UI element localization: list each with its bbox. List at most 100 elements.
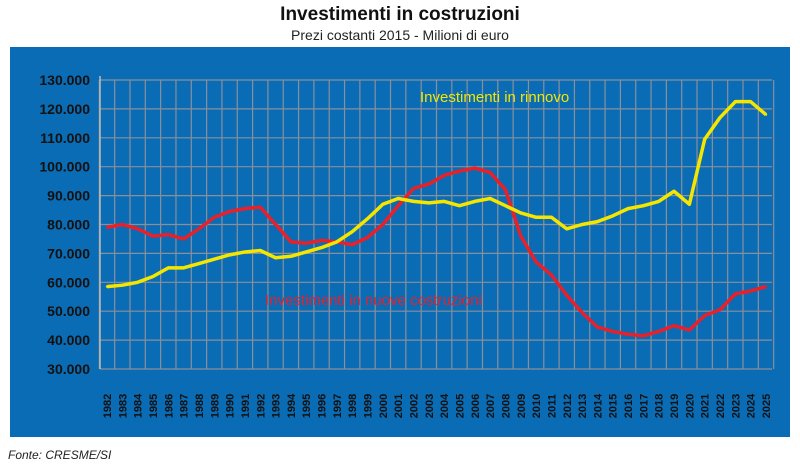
x-tick-label: 2017 <box>638 394 650 418</box>
data-point <box>749 100 752 103</box>
data-point <box>121 223 124 226</box>
data-point <box>657 330 660 333</box>
chart-subtitle: Prezi costanti 2015 - Milioni di euro <box>291 27 509 43</box>
data-point <box>427 182 431 186</box>
legend-rinnovo: Investimenti in rinnovo <box>420 89 569 106</box>
data-point <box>534 260 538 264</box>
y-tick-label: 30.000 <box>47 361 90 377</box>
x-tick-label: 2002 <box>409 394 421 418</box>
x-tick-label: 2008 <box>500 394 512 418</box>
data-point <box>305 242 308 245</box>
x-tick-label: 1984 <box>133 393 145 418</box>
data-point <box>626 333 630 336</box>
y-tick-label: 120.000 <box>39 101 90 117</box>
x-tick-label: 1998 <box>347 394 359 418</box>
data-point <box>703 314 706 317</box>
x-tick-label: 2005 <box>454 394 466 418</box>
data-point <box>458 204 461 207</box>
data-point <box>121 283 124 287</box>
x-tick-label: 1991 <box>240 394 252 418</box>
data-point <box>427 201 431 205</box>
data-point <box>703 138 706 141</box>
data-point <box>626 207 630 210</box>
data-point <box>580 311 584 314</box>
data-point <box>734 292 737 296</box>
data-point <box>289 255 293 258</box>
data-point <box>718 116 722 119</box>
x-tick-label: 2018 <box>654 394 666 418</box>
data-point <box>259 205 262 209</box>
source-note: Fonte: CRESME/SI <box>8 448 112 462</box>
data-point <box>596 325 599 329</box>
y-tick-label: 70.000 <box>47 245 90 261</box>
x-tick-label: 2006 <box>470 394 482 418</box>
data-point <box>366 236 369 239</box>
y-tick-label: 60.000 <box>47 274 90 290</box>
data-point <box>351 230 354 233</box>
series-line-0 <box>106 166 767 338</box>
x-tick-label: 2003 <box>424 394 436 418</box>
data-point <box>105 226 109 229</box>
data-point <box>580 223 584 226</box>
data-point <box>550 216 553 219</box>
y-tick-label: 130.000 <box>39 72 90 88</box>
data-point <box>504 188 507 192</box>
x-tick-label: 2013 <box>577 394 589 418</box>
data-point <box>105 285 109 288</box>
data-point <box>688 203 691 206</box>
data-point <box>596 220 599 223</box>
x-tick-label: 1990 <box>225 394 237 418</box>
x-tick-label: 2011 <box>546 394 558 418</box>
x-tick-label: 1995 <box>301 394 313 418</box>
y-tick-label: 80.000 <box>47 217 90 233</box>
x-tick-label: 1983 <box>117 394 129 418</box>
y-tick-label: 50.000 <box>47 303 90 319</box>
data-point <box>412 187 415 190</box>
x-tick-label: 2021 <box>700 394 712 418</box>
data-point <box>565 294 568 297</box>
data-point <box>611 214 614 218</box>
data-point <box>642 334 645 337</box>
data-point <box>657 200 660 203</box>
x-tick-label: 1994 <box>286 393 298 418</box>
data-point <box>504 204 507 207</box>
data-point <box>182 266 185 270</box>
data-point <box>213 257 216 261</box>
data-point <box>519 211 522 215</box>
chart-background <box>10 47 790 437</box>
data-point <box>259 249 262 252</box>
x-tick-label: 2023 <box>730 394 742 418</box>
data-point <box>718 308 722 311</box>
data-point <box>642 204 645 207</box>
x-tick-label: 1989 <box>209 394 221 418</box>
x-tick-label: 2000 <box>378 394 390 418</box>
x-tick-label: 2004 <box>439 393 451 418</box>
x-tick-label: 2015 <box>608 394 620 418</box>
x-tick-label: 2025 <box>761 394 773 418</box>
y-tick-label: 100.000 <box>39 159 90 175</box>
data-point <box>672 324 676 327</box>
data-point <box>672 190 676 193</box>
y-tick-label: 40.000 <box>47 332 90 348</box>
data-point <box>335 240 339 244</box>
data-point <box>442 200 446 203</box>
x-tick-label: 1987 <box>179 394 191 418</box>
data-point <box>228 253 231 257</box>
data-point <box>182 237 185 241</box>
data-point <box>320 239 323 242</box>
data-point <box>136 281 139 284</box>
data-point <box>243 207 247 210</box>
x-tick-label: 2009 <box>516 394 528 418</box>
x-tick-label: 1996 <box>317 394 329 418</box>
x-tick-label: 2016 <box>623 394 635 418</box>
data-point <box>197 262 201 265</box>
data-point <box>519 234 522 238</box>
data-point <box>442 174 446 177</box>
x-tick-label: 1997 <box>332 394 344 418</box>
data-point <box>749 289 752 293</box>
x-tick-label: 1993 <box>271 394 283 418</box>
data-point <box>458 169 461 173</box>
x-tick-label: 1985 <box>148 394 160 418</box>
data-point <box>274 223 277 226</box>
